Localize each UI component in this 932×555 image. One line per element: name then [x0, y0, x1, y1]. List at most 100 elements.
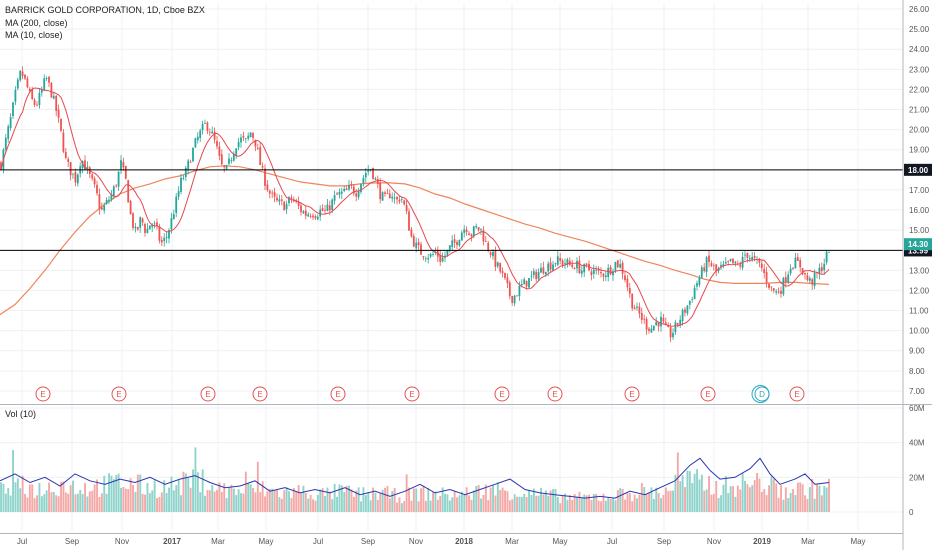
- candle-body: [26, 78, 29, 88]
- volume-bar: [657, 493, 660, 512]
- candle-body: [616, 260, 619, 267]
- candle-body: [285, 204, 288, 210]
- volume-bar: [304, 492, 307, 512]
- volume-bar: [108, 473, 110, 512]
- volume-bar: [280, 498, 283, 512]
- candle-body: [780, 290, 782, 294]
- candle-body: [288, 197, 290, 204]
- volume-bar: [705, 489, 708, 512]
- volume-bar: [206, 490, 209, 512]
- volume-bar: [146, 482, 149, 512]
- volume-bar: [756, 473, 758, 512]
- volume-bar: [645, 494, 648, 512]
- candle-body: [475, 225, 478, 228]
- candle-body: [609, 267, 612, 275]
- horizontal-level-label: 18.00: [904, 163, 932, 176]
- volume-bar: [780, 485, 782, 512]
- time-tick-label: Sep: [361, 537, 376, 546]
- candle-body: [564, 263, 566, 265]
- volume-bar: [127, 489, 130, 512]
- volume-bar: [633, 494, 636, 512]
- candle-body: [520, 283, 523, 286]
- candle-body: [482, 230, 485, 242]
- price-tick-label: 11.00: [909, 307, 929, 316]
- candle-body: [828, 251, 830, 253]
- candle-body: [144, 224, 146, 233]
- price-tick-label: 7.00: [909, 387, 925, 396]
- candle-body: [657, 322, 660, 327]
- volume-bar: [662, 494, 665, 512]
- volume-bar: [638, 494, 641, 512]
- volume-bar: [112, 479, 115, 512]
- event-code: E: [499, 390, 504, 399]
- candle-body: [52, 96, 55, 99]
- candle-body: [338, 192, 341, 195]
- volume-bar: [811, 478, 814, 512]
- candle-body: [139, 217, 142, 228]
- candle-body: [765, 271, 768, 283]
- candle-body: [64, 151, 67, 159]
- volume-bar: [134, 491, 137, 512]
- volume-bar: [259, 492, 262, 512]
- candle-body: [597, 269, 600, 271]
- ma200-legend[interactable]: MA (200, close): [5, 18, 68, 28]
- candle-body: [808, 278, 811, 281]
- price-tick-label: 9.00: [909, 347, 925, 356]
- volume-bar: [777, 497, 780, 512]
- volume-bar: [537, 495, 540, 512]
- volume-bar: [580, 498, 583, 512]
- candle-body: [247, 135, 250, 139]
- horizontal-levels[interactable]: [0, 169, 903, 251]
- candle-body: [228, 158, 230, 164]
- volume-bar: [364, 495, 367, 512]
- volume-bar: [506, 491, 509, 512]
- volume-bar: [158, 496, 161, 512]
- volume-bar: [300, 493, 302, 512]
- last-price-text: 14.30: [908, 240, 929, 249]
- candle-body: [12, 102, 14, 117]
- volume-bar: [624, 499, 626, 512]
- volume-bar: [429, 500, 432, 512]
- level-label-bg: [904, 163, 932, 176]
- candle-body: [132, 213, 134, 228]
- time-tick-label: Jul: [313, 537, 323, 546]
- volume-legend[interactable]: Vol (10): [5, 409, 37, 419]
- volume-bar: [532, 488, 535, 512]
- candle-body: [542, 267, 545, 274]
- volume-bar: [312, 499, 314, 512]
- volume-bar: [400, 503, 403, 512]
- volume-bar: [693, 473, 696, 512]
- event-code: D: [759, 390, 765, 399]
- candle-body: [33, 99, 36, 105]
- candle-body: [290, 197, 293, 199]
- candle-body: [660, 316, 662, 327]
- volume-bar: [379, 492, 382, 512]
- volume-bar: [748, 487, 751, 512]
- volume-bar: [105, 493, 108, 512]
- earnings-marker: E: [624, 386, 640, 402]
- candle-body: [806, 275, 809, 280]
- candle-body: [242, 135, 245, 138]
- candle-body: [794, 257, 797, 269]
- ma10-legend[interactable]: MA (10, close): [5, 30, 63, 40]
- volume-bar: [220, 491, 223, 512]
- time-tick-label: Sep: [65, 537, 80, 546]
- volume-bar: [240, 493, 242, 512]
- candle-body: [165, 236, 168, 238]
- volume-bar: [559, 503, 562, 512]
- volume-bar: [316, 494, 319, 512]
- candle-body: [787, 274, 790, 283]
- candle-body: [472, 226, 475, 236]
- candle-body: [532, 271, 535, 276]
- candle-body: [669, 327, 672, 338]
- volume-bar: [103, 475, 106, 512]
- volume-bar: [489, 487, 492, 512]
- volume-bar: [732, 486, 734, 512]
- candle-body: [650, 328, 653, 333]
- candle-body: [770, 286, 773, 288]
- volume-bar: [285, 487, 288, 512]
